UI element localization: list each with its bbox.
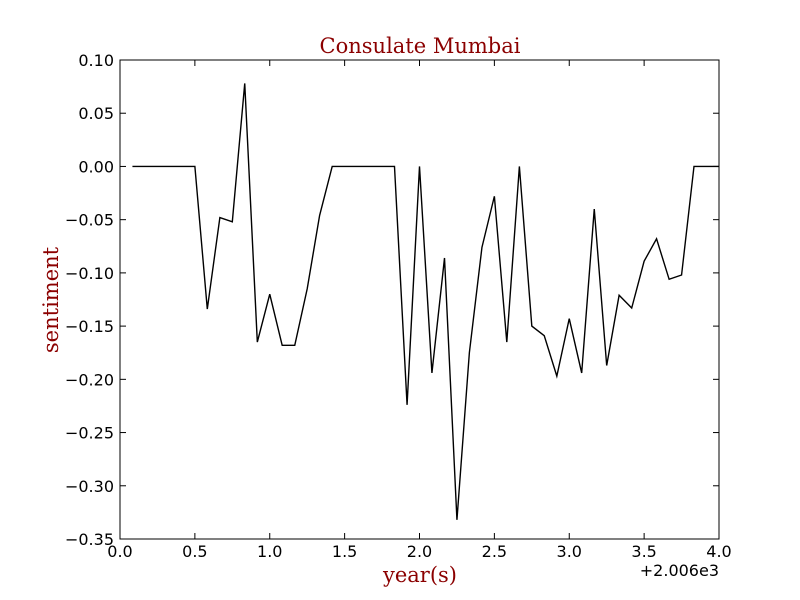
y-axis-label: sentiment (39, 246, 63, 353)
y-tick-label: 0.00 (78, 157, 114, 176)
series-line (132, 83, 719, 520)
x-tick-label: 1.0 (257, 542, 282, 561)
x-tick-label: 4.0 (706, 542, 731, 561)
y-tick-label: −0.20 (65, 370, 114, 389)
y-tick-label: −0.35 (65, 530, 114, 549)
x-tick-label: 2.5 (482, 542, 507, 561)
y-tick-label: −0.15 (65, 317, 114, 336)
y-tick-label: −0.30 (65, 477, 114, 496)
x-tick-label: 0.0 (107, 542, 132, 561)
x-tick-label: 1.5 (332, 542, 357, 561)
y-tick-label: −0.05 (65, 211, 114, 230)
y-tick-label: 0.05 (78, 104, 114, 123)
plot-frame (119, 59, 720, 540)
x-tick-label: 0.5 (182, 542, 207, 561)
x-tick-label: 3.0 (557, 542, 582, 561)
x-tick-label: 3.5 (631, 542, 656, 561)
y-tick-label: 0.10 (78, 51, 114, 70)
x-axis-ticks: 0.0 0.5 1.0 1.5 2.0 2.5 3.0 3.5 4.0 (107, 60, 732, 561)
y-tick-label: −0.10 (65, 264, 114, 283)
x-axis-label: year(s) (382, 563, 457, 587)
chart-title: Consulate Mumbai (320, 34, 521, 58)
x-axis-offset-label: +2.006e3 (640, 561, 719, 580)
y-axis-ticks: 0.10 0.05 0.00 −0.05 −0.10 −0.15 −0.20 −0.25 −0.… (65, 51, 719, 549)
x-tick-label: 2.0 (407, 542, 432, 561)
y-tick-label: −0.25 (65, 424, 114, 443)
